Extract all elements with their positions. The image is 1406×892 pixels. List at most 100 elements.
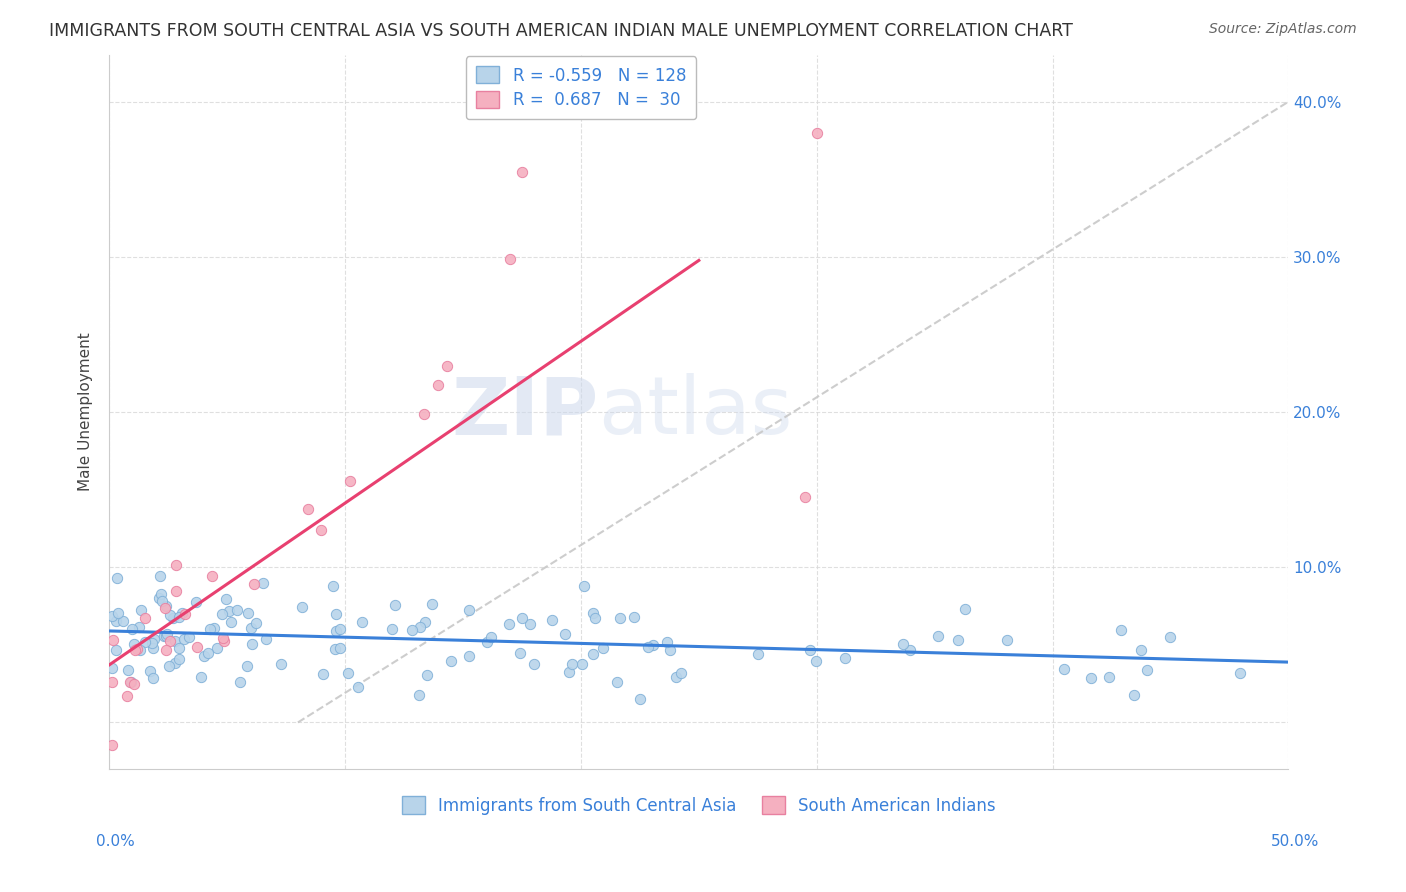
Y-axis label: Male Unemployment: Male Unemployment — [79, 333, 93, 491]
Point — [215, 592, 238, 607]
Point — [190, 669, 212, 683]
Point — [325, 607, 347, 621]
Point — [628, 691, 651, 706]
Point — [458, 603, 481, 617]
Point — [834, 651, 856, 665]
Point — [254, 632, 277, 646]
Point — [571, 657, 593, 672]
Point — [669, 666, 692, 681]
Point — [229, 675, 252, 690]
Point — [173, 607, 195, 621]
Point — [609, 611, 631, 625]
Point — [120, 674, 142, 689]
Point — [104, 643, 127, 657]
Point — [202, 620, 225, 634]
Point — [131, 602, 153, 616]
Point — [794, 491, 817, 505]
Point — [218, 604, 240, 618]
Point — [558, 665, 581, 679]
Point — [582, 607, 605, 621]
Point — [155, 642, 177, 657]
Point — [891, 637, 914, 651]
Point — [245, 616, 267, 631]
Point — [152, 629, 174, 643]
Point — [105, 572, 128, 586]
Point — [184, 595, 207, 609]
Text: atlas: atlas — [599, 373, 793, 451]
Point — [572, 579, 595, 593]
Point — [167, 610, 190, 624]
Point — [200, 623, 222, 637]
Point — [582, 647, 605, 661]
Point — [141, 635, 163, 649]
Text: IMMIGRANTS FROM SOUTH CENTRAL ASIA VS SOUTH AMERICAN INDIAN MALE UNEMPLOYMENT CO: IMMIGRANTS FROM SOUTH CENTRAL ASIA VS SO… — [49, 22, 1073, 40]
Point — [100, 661, 122, 675]
Point — [243, 576, 266, 591]
Text: ZIP: ZIP — [451, 373, 599, 451]
Point — [1080, 671, 1102, 685]
Point — [162, 611, 184, 625]
Point — [125, 642, 148, 657]
Point — [384, 598, 406, 612]
Point — [186, 640, 208, 655]
Point — [408, 688, 430, 702]
Point — [510, 164, 533, 178]
Point — [426, 378, 449, 392]
Point — [510, 611, 533, 625]
Point — [519, 616, 541, 631]
Point — [436, 359, 458, 374]
Point — [416, 668, 439, 682]
Point — [953, 601, 976, 615]
Point — [100, 674, 122, 689]
Point — [1098, 670, 1121, 684]
Point — [205, 641, 228, 656]
Point — [163, 656, 186, 670]
Point — [297, 502, 319, 516]
Point — [179, 630, 201, 644]
Point — [381, 622, 404, 636]
Point — [1136, 663, 1159, 677]
Point — [157, 658, 180, 673]
Point — [101, 633, 124, 648]
Point — [583, 610, 606, 624]
Point — [747, 648, 769, 662]
Point — [153, 600, 176, 615]
Point — [148, 591, 170, 605]
Point — [100, 609, 122, 624]
Point — [197, 646, 219, 660]
Point — [165, 558, 187, 572]
Point — [142, 640, 165, 655]
Point — [337, 666, 360, 681]
Point — [163, 633, 186, 648]
Point — [240, 621, 263, 635]
Point — [122, 637, 145, 651]
Point — [117, 664, 139, 678]
Point — [995, 632, 1018, 647]
Point — [799, 643, 821, 657]
Point — [312, 667, 335, 681]
Point — [143, 632, 166, 646]
Point — [311, 523, 333, 537]
Point — [159, 633, 181, 648]
Point — [523, 657, 546, 672]
Point — [124, 676, 146, 690]
Point — [509, 647, 531, 661]
Point — [499, 252, 522, 266]
Point — [401, 623, 423, 637]
Point — [946, 633, 969, 648]
Point — [440, 654, 463, 668]
Point — [236, 659, 259, 673]
Point — [325, 642, 347, 657]
Point — [665, 670, 688, 684]
Point — [927, 629, 949, 643]
Point — [1109, 623, 1132, 637]
Point — [409, 620, 432, 634]
Point — [128, 620, 150, 634]
Point — [806, 126, 828, 140]
Point — [111, 614, 134, 628]
Point — [121, 622, 143, 636]
Point — [156, 626, 179, 640]
Point — [325, 624, 347, 638]
Point — [350, 615, 373, 629]
Point — [898, 643, 921, 657]
